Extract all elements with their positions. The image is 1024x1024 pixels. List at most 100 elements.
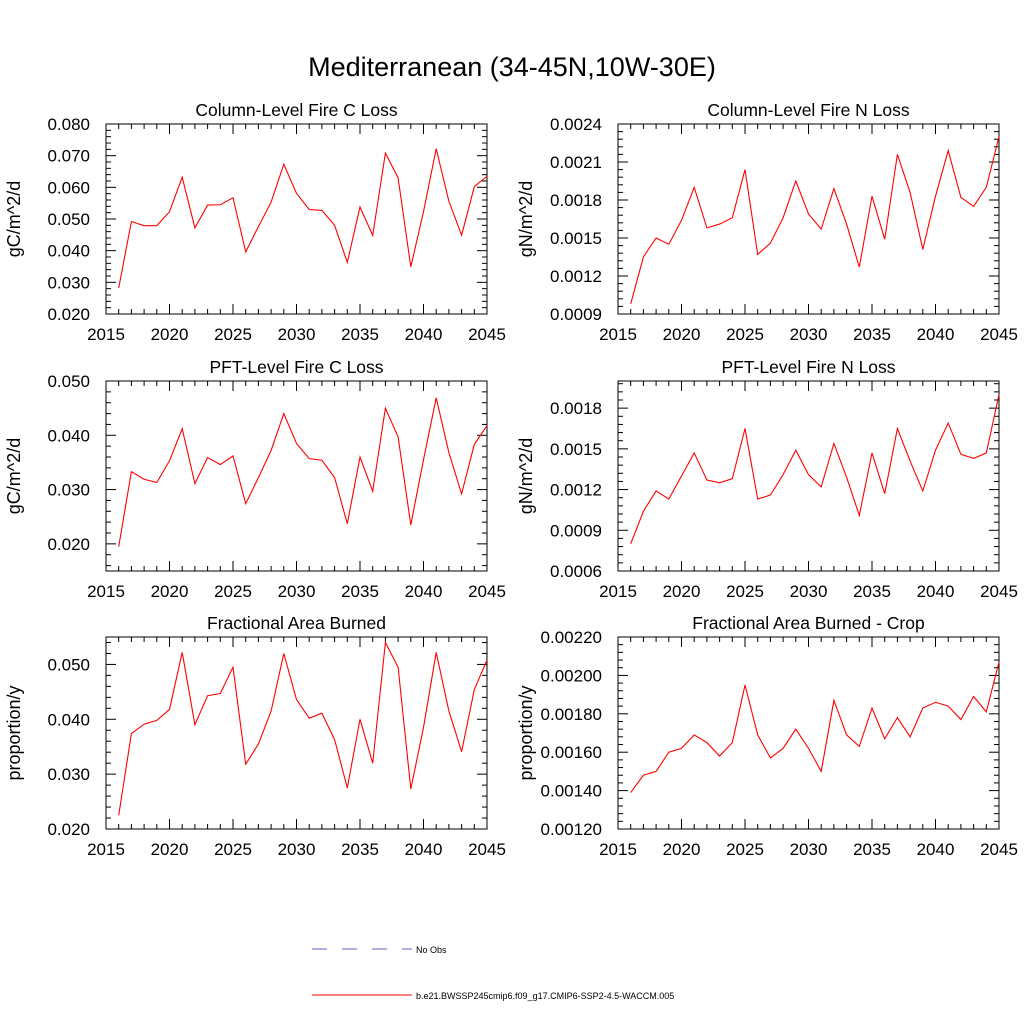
y-tick-label: 0.0021 — [550, 153, 602, 172]
y-tick-label: 0.00180 — [541, 705, 602, 724]
chart-title: Column-Level Fire N Loss — [707, 100, 910, 120]
chart-panel: Fractional Area Burned proportion/y 2015 20… — [4, 613, 506, 859]
x-tick-label: 2030 — [790, 325, 828, 344]
y-tick-label: 0.020 — [47, 535, 90, 554]
y-tick-label: 0.0018 — [550, 191, 602, 210]
x-tick-label: 2015 — [599, 325, 637, 344]
x-tick-label: 2015 — [87, 325, 125, 344]
x-tick-label: 2025 — [726, 582, 764, 601]
series-line — [630, 661, 1000, 793]
y-tick-label: 0.00120 — [541, 820, 602, 839]
y-tick-label: 0.00160 — [541, 743, 602, 762]
y-tick-label: 0.080 — [47, 115, 90, 134]
y-tick-label: 0.0012 — [550, 481, 602, 500]
x-tick-label: 2040 — [917, 582, 955, 601]
x-tick-label: 2040 — [405, 840, 443, 859]
x-tick-label: 2045 — [980, 582, 1018, 601]
x-tick-label: 2040 — [917, 325, 955, 344]
y-axis-label: proportion/y — [516, 685, 536, 780]
y-axis-label: gN/m^2/d — [516, 181, 536, 257]
x-tick-label: 2020 — [151, 840, 189, 859]
chart-title: Column-Level Fire C Loss — [195, 100, 398, 120]
x-tick-label: 2045 — [980, 840, 1018, 859]
y-tick-label: 0.050 — [47, 210, 90, 229]
y-tick-label: 0.00220 — [541, 628, 602, 647]
series-line — [118, 148, 488, 289]
x-tick-label: 2035 — [853, 840, 891, 859]
y-tick-label: 0.050 — [47, 372, 90, 391]
x-tick-label: 2020 — [663, 325, 701, 344]
x-tick-label: 2015 — [599, 582, 637, 601]
x-tick-label: 2025 — [726, 840, 764, 859]
x-tick-label: 2030 — [278, 325, 316, 344]
x-tick-label: 2045 — [980, 325, 1018, 344]
series-line — [630, 394, 1000, 545]
chart-panel: Column-Level Fire C Loss gC/m^2/d 2015 2020… — [4, 100, 506, 344]
x-tick-label: 2020 — [663, 840, 701, 859]
y-tick-label: 0.0015 — [550, 229, 602, 248]
series-line — [118, 397, 488, 547]
y-tick-label: 0.020 — [47, 305, 90, 324]
x-tick-label: 2035 — [341, 325, 379, 344]
y-tick-label: 0.0018 — [550, 399, 602, 418]
legend-entry: b.e21.BWSSP245cmip6.f09_g17.CMIP6-SSP2-4… — [312, 991, 674, 1001]
legend-entry: No Obs — [312, 945, 447, 955]
y-tick-label: 0.040 — [47, 710, 90, 729]
x-tick-label: 2020 — [151, 325, 189, 344]
x-tick-label: 2030 — [278, 582, 316, 601]
x-tick-label: 2025 — [214, 582, 252, 601]
y-tick-label: 0.070 — [47, 147, 90, 166]
panel-group: Column-Level Fire C Loss gC/m^2/d 2015 2020… — [4, 100, 1018, 859]
y-axis-label: proportion/y — [4, 685, 24, 780]
chart-panel: Fractional Area Burned - Crop proportion/… — [516, 613, 1018, 859]
x-tick-label: 2030 — [278, 840, 316, 859]
y-tick-label: 0.0024 — [550, 115, 602, 134]
x-tick-label: 2025 — [214, 325, 252, 344]
y-axis-label: gC/m^2/d — [4, 181, 24, 257]
x-tick-label: 2045 — [468, 325, 506, 344]
y-tick-label: 0.040 — [47, 242, 90, 261]
y-tick-label: 0.00200 — [541, 666, 602, 685]
x-tick-label: 2035 — [853, 582, 891, 601]
x-tick-label: 2045 — [468, 840, 506, 859]
y-tick-label: 0.050 — [47, 655, 90, 674]
y-tick-label: 0.0009 — [550, 305, 602, 324]
y-tick-label: 0.0012 — [550, 267, 602, 286]
x-tick-label: 2025 — [726, 325, 764, 344]
chart-title: PFT-Level Fire C Loss — [209, 357, 383, 377]
y-tick-label: 0.00140 — [541, 782, 602, 801]
x-tick-label: 2020 — [151, 582, 189, 601]
chart-panel: PFT-Level Fire N Loss gN/m^2/d 2015 2020 202… — [516, 357, 1018, 601]
chart-title: Fractional Area Burned — [207, 613, 386, 633]
x-tick-label: 2035 — [853, 325, 891, 344]
x-tick-label: 2040 — [917, 840, 955, 859]
x-tick-label: 2045 — [468, 582, 506, 601]
series-line — [630, 136, 1000, 305]
legend-label: b.e21.BWSSP245cmip6.f09_g17.CMIP6-SSP2-4… — [416, 991, 674, 1001]
chart-panel: PFT-Level Fire C Loss gC/m^2/d 2015 2020 202… — [4, 357, 506, 601]
x-tick-label: 2040 — [405, 325, 443, 344]
y-axis-label: gC/m^2/d — [4, 438, 24, 514]
y-axis-label: gN/m^2/d — [516, 438, 536, 514]
y-tick-label: 0.0015 — [550, 440, 602, 459]
x-tick-label: 2020 — [663, 582, 701, 601]
legend: No Obs b.e21.BWSSP245cmip6.f09_g17.CMIP6-… — [312, 945, 674, 1001]
x-tick-label: 2015 — [87, 840, 125, 859]
y-tick-label: 0.030 — [47, 765, 90, 784]
x-tick-label: 2040 — [405, 582, 443, 601]
figure-title: Mediterranean (34-45N,10W-30E) — [308, 52, 716, 82]
x-tick-label: 2035 — [341, 840, 379, 859]
x-tick-label: 2035 — [341, 582, 379, 601]
y-tick-label: 0.060 — [47, 178, 90, 197]
series-line — [118, 640, 488, 816]
y-tick-label: 0.0006 — [550, 562, 602, 581]
x-tick-label: 2030 — [790, 840, 828, 859]
x-tick-label: 2025 — [214, 840, 252, 859]
y-tick-label: 0.0009 — [550, 521, 602, 540]
legend-label: No Obs — [416, 945, 447, 955]
x-tick-label: 2015 — [87, 582, 125, 601]
y-tick-label: 0.020 — [47, 820, 90, 839]
x-tick-label: 2015 — [599, 840, 637, 859]
